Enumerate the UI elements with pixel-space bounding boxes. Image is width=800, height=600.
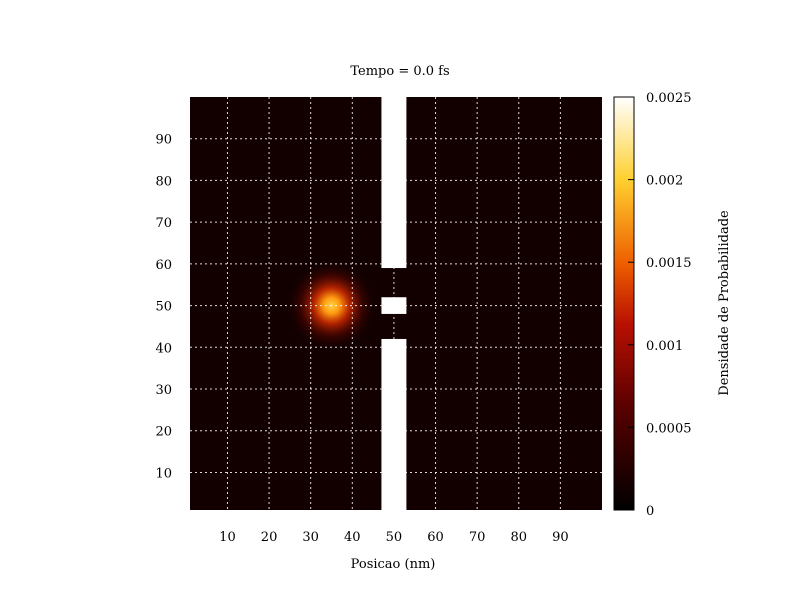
plot-area [190, 97, 602, 510]
colorbar-tick-label: 0.0005 [646, 421, 692, 436]
x-tick-label: 30 [302, 530, 319, 545]
colorbar-gradient [613, 96, 635, 511]
chart-title: Tempo = 0.0 fs [350, 64, 449, 79]
y-tick-label: 20 [155, 425, 172, 440]
barrier-segment [381, 338, 407, 510]
x-tick-label: 40 [344, 530, 361, 545]
colorbar-label: Densidade de Probabilidade [717, 210, 732, 396]
colorbar-tick-label: 0.0015 [646, 256, 692, 271]
y-tick-label: 10 [155, 466, 172, 481]
y-tick-label: 40 [155, 341, 172, 356]
y-tick-label: 90 [155, 133, 172, 148]
x-tick-label: 80 [510, 530, 527, 545]
x-tick-label: 50 [386, 530, 403, 545]
colorbar-ticks: 0 0.0005 0.001 0.0015 0.002 0.0025 [628, 91, 692, 519]
y-tick-label: 50 [155, 300, 172, 315]
x-tick-label: 20 [261, 530, 278, 545]
colorbar-tick-label: 0 [646, 504, 654, 519]
y-tick-label: 30 [155, 383, 172, 398]
x-tick-label: 70 [469, 530, 486, 545]
y-tick-label: 70 [155, 216, 172, 231]
y-axis-ticks: 10 20 30 40 50 60 70 80 90 [155, 133, 172, 482]
colorbar-tick-label: 0.001 [646, 339, 683, 354]
colorbar-tick-label: 0.0025 [646, 91, 692, 106]
x-tick-label: 60 [427, 530, 444, 545]
colorbar: 0 0.0005 0.001 0.0015 0.002 0.0025 Densidade … [613, 91, 732, 519]
y-tick-label: 80 [155, 174, 172, 189]
x-tick-label: 10 [219, 530, 236, 545]
barrier-segment [381, 97, 407, 269]
colorbar-tick-label: 0.002 [646, 174, 683, 189]
y-tick-label: 60 [155, 258, 172, 273]
x-axis-label: Posicao (nm) [351, 557, 436, 572]
x-tick-label: 90 [552, 530, 569, 545]
x-axis-ticks: 10 20 30 40 50 60 70 80 90 [219, 530, 568, 545]
double-slit-barrier [381, 97, 407, 510]
barrier-segment [381, 297, 407, 314]
